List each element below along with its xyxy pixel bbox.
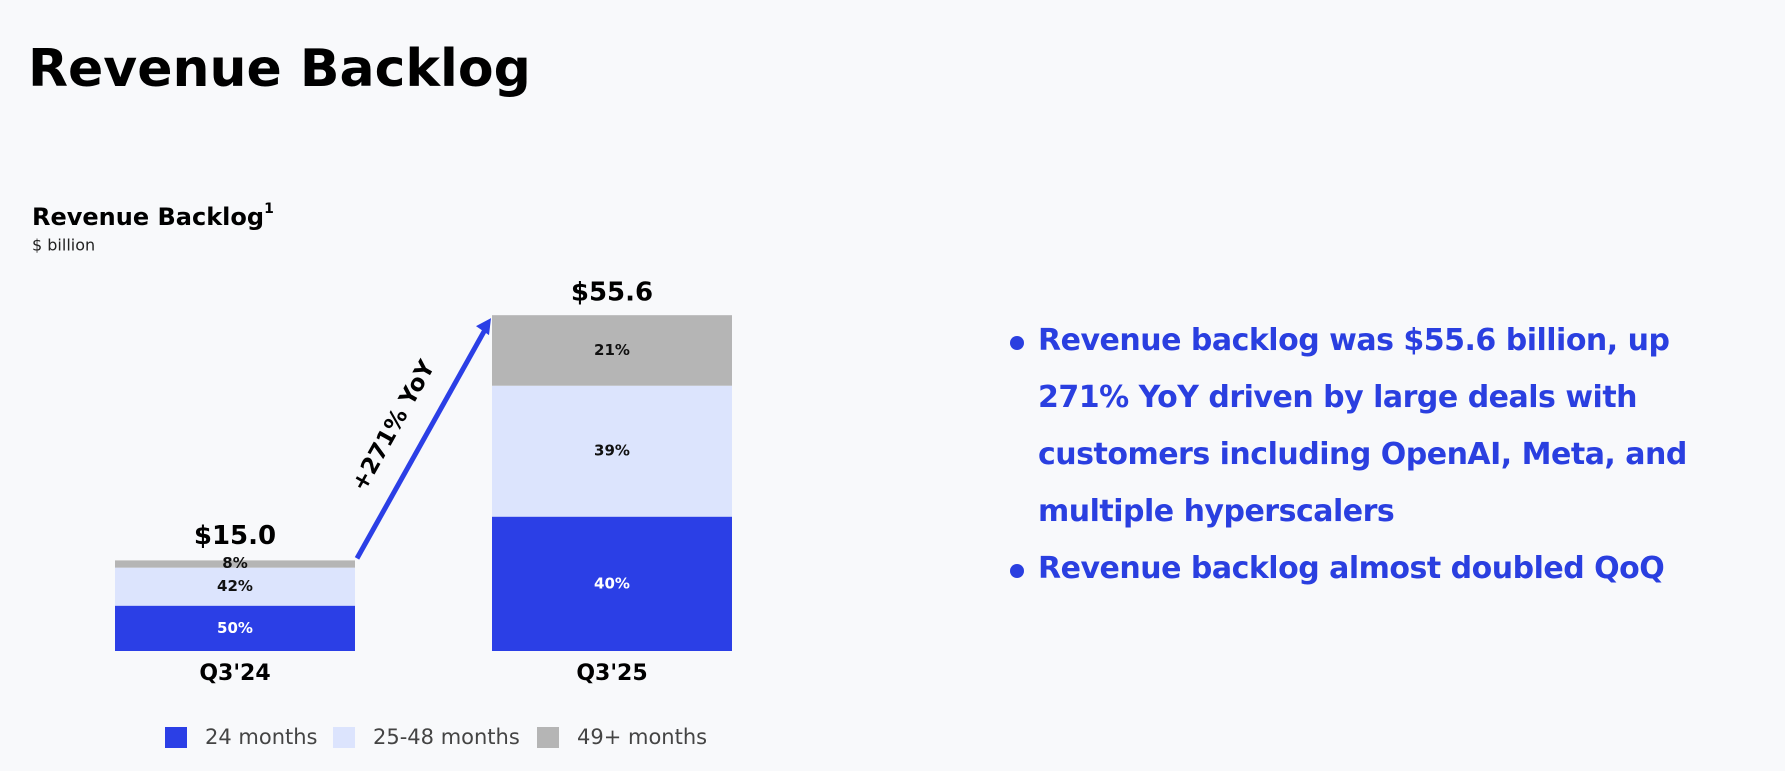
bar-segment: [492, 516, 732, 651]
total-label: $55.6: [571, 278, 653, 308]
legend-label: 24 months: [205, 725, 318, 749]
legend-label: 49+ months: [577, 725, 707, 749]
data-label: 8%: [222, 554, 247, 572]
bar-segment: [492, 385, 732, 517]
data-label: 39%: [594, 442, 630, 460]
chart-title-note: 1: [264, 201, 274, 217]
arrow-head: [476, 318, 491, 336]
legend-swatch: [165, 727, 187, 748]
page-title: Revenue Backlog: [28, 39, 531, 99]
legend-swatch: [333, 727, 355, 748]
bullet: Revenue backlog was $55.6 billion, up 27…: [1010, 312, 1750, 540]
bar-segment: [492, 315, 732, 386]
bullet: Revenue backlog almost doubled QoQ: [1010, 540, 1750, 597]
legend-label: 25-48 months: [373, 725, 520, 749]
bar-segment: [115, 605, 355, 651]
data-label: 42%: [217, 577, 253, 595]
bar-segment: [115, 560, 355, 568]
bullet-list: Revenue backlog was $55.6 billion, up 27…: [1010, 312, 1750, 597]
chart-title-text: Revenue Backlog: [32, 203, 264, 231]
chart-subtitle: $ billion: [32, 236, 95, 255]
data-label: 50%: [217, 619, 253, 637]
data-label: 40%: [594, 574, 630, 592]
x-tick-label: Q3'24: [199, 661, 270, 686]
chart-title: Revenue Backlog1: [32, 201, 274, 231]
total-label: $15.0: [194, 521, 276, 551]
data-label: 21%: [594, 341, 630, 359]
growth-arrow: [354, 324, 490, 560]
annotation: +271% YoY: [347, 356, 441, 496]
legend-swatch: [537, 727, 559, 748]
bar-segment: [115, 567, 355, 606]
x-tick-label: Q3'25: [576, 661, 647, 686]
